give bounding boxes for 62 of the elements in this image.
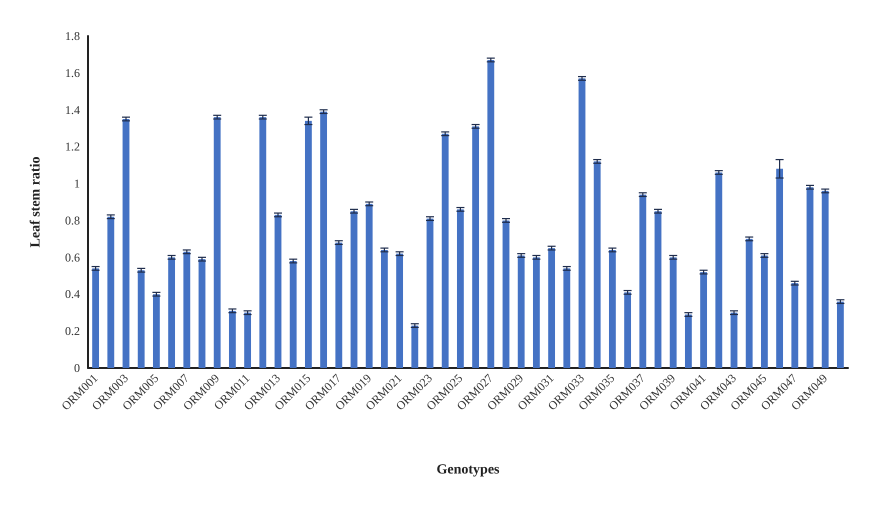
- bar: [608, 250, 616, 368]
- bar: [639, 194, 646, 368]
- bar: [92, 268, 100, 368]
- bar: [244, 312, 252, 368]
- bar: [168, 257, 176, 368]
- bar: [502, 220, 510, 368]
- bar: [380, 250, 388, 368]
- bar: [198, 259, 206, 368]
- y-tick-label: 0: [74, 361, 80, 375]
- y-axis-title: Leaf stem ratio: [28, 156, 44, 248]
- bar: [366, 204, 373, 368]
- bar: [700, 272, 708, 368]
- bar: [274, 214, 282, 368]
- bar: [760, 255, 768, 368]
- bar: [426, 218, 434, 368]
- y-tick-label: 0.8: [65, 213, 80, 228]
- bar: [654, 211, 662, 368]
- bar: [487, 60, 494, 368]
- bar: [624, 292, 632, 368]
- bar: [183, 252, 190, 368]
- bar: [578, 78, 586, 368]
- bar: [304, 120, 312, 368]
- bar: [715, 172, 722, 368]
- bar: [532, 257, 540, 368]
- bar: [730, 312, 738, 368]
- bar: [822, 190, 829, 368]
- bar: [442, 134, 449, 368]
- y-tick-label: 0.2: [65, 324, 80, 338]
- bar: [290, 261, 297, 368]
- bar: [152, 294, 160, 368]
- y-tick-label: 1.6: [65, 66, 80, 80]
- bar: [396, 254, 404, 368]
- x-axis-title: Genotypes: [436, 462, 500, 478]
- bar: [320, 112, 328, 368]
- bar: [259, 117, 266, 368]
- bar: [138, 270, 145, 368]
- bar: [518, 255, 525, 368]
- y-tick-label: 1.4: [65, 102, 80, 117]
- y-tick-label: 1.8: [65, 29, 80, 43]
- y-tick-label: 0.4: [65, 287, 80, 302]
- bar: [107, 216, 114, 368]
- bar: [456, 209, 464, 368]
- y-tick-label: 1.2: [65, 140, 80, 154]
- bar: [594, 161, 601, 368]
- y-tick-label: 1: [74, 176, 80, 191]
- bar: [214, 117, 221, 368]
- bar: [746, 238, 753, 368]
- bar: [335, 242, 342, 368]
- bar: [472, 126, 480, 368]
- bar: [548, 248, 556, 368]
- bar: [684, 314, 692, 368]
- bar: [122, 119, 130, 368]
- bar: [563, 268, 570, 368]
- bar: [228, 310, 236, 368]
- y-tick-label: 0.6: [65, 250, 80, 264]
- bar: [791, 283, 798, 368]
- bar: [411, 326, 418, 368]
- bar: [806, 187, 814, 368]
- bar: [836, 302, 844, 368]
- bar: [670, 257, 677, 368]
- bar: [350, 211, 358, 368]
- bar: [776, 168, 784, 368]
